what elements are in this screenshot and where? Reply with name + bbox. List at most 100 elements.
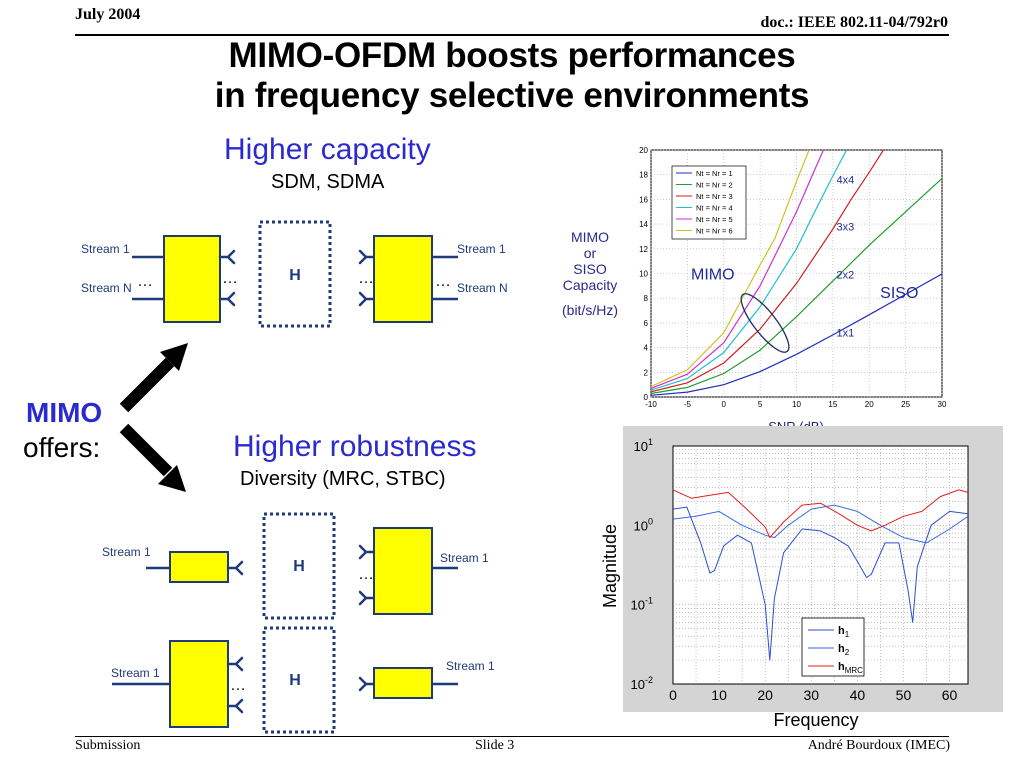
magnitude-ticks: 0 10 20 30 40 50 60 101 100 10-1 10-2	[631, 437, 958, 703]
sdm-diagram: … … H … … Stream 1 Stream N Stream 1 Str…	[81, 220, 508, 328]
robustness-subheading: Diversity (MRC, STBC)	[240, 468, 446, 490]
magnitude-legend-label: hMRC	[838, 661, 863, 675]
arrow-down-icon	[119, 423, 186, 492]
footer-slide-number: Slide 3	[475, 738, 515, 753]
capacity-ytick-label: 18	[639, 171, 648, 180]
magnitude-ylabel: Magnitude	[600, 524, 620, 608]
axis-desc-line-1: MIMO	[570, 229, 610, 245]
capacity-annotation: 4x4	[837, 174, 855, 186]
channel-label-sdm: H	[289, 267, 301, 284]
axis-desc-line-4: Capacity	[562, 277, 618, 293]
magnitude-ytick-label: 100	[634, 516, 653, 533]
magnitude-series-line-3	[673, 489, 968, 539]
capacity-ytick-label: 10	[639, 270, 648, 279]
capacity-legend: Nt = Nr = 1 Nt = Nr = 2 Nt = Nr = 3 Nt = Nr…	[671, 165, 747, 240]
capacity-legend-label: Nt = Nr = 5	[696, 215, 733, 224]
magnitude-series	[673, 489, 968, 661]
footer-rule	[75, 736, 949, 737]
arrow-up-icon	[119, 343, 188, 413]
tx-input-dots: …	[137, 273, 153, 290]
mrc-tx-antenna-icon	[226, 560, 244, 576]
mimo-label: MIMO	[26, 397, 103, 428]
mrc-diagram: H … Stream 1 Stream 1	[102, 512, 489, 620]
tx-block-sdm	[163, 235, 221, 323]
capacity-legend-label: Nt = Nr = 6	[696, 227, 733, 236]
mrc-rx-antenna-1-icon	[358, 544, 376, 560]
magnitude-xtick-label: 30	[803, 687, 819, 703]
capacity-xtick-label: 30	[938, 400, 947, 409]
magnitude-xtick-label: 20	[757, 687, 773, 703]
capacity-series-line-3	[651, 150, 885, 393]
axis-desc-line-2: or	[583, 245, 597, 261]
capacity-chart: -10 -5 0 5 10 15 20 25 30 0 2 4 6 8 10 12 14 16 18 20 Nt = …	[639, 146, 947, 434]
robustness-heading: Higher robustness	[233, 430, 477, 463]
capacity-xtick-label: 5	[758, 400, 763, 409]
capacity-xtick-label: 25	[901, 400, 910, 409]
capacity-series-line-2	[651, 177, 942, 395]
capacity-legend-box	[671, 165, 747, 240]
capacity-annotation: 3x3	[837, 221, 855, 233]
rx-antenna-1-icon	[358, 249, 376, 265]
magnitude-series-line-1	[673, 506, 968, 661]
capacity-series-line-1	[651, 273, 942, 396]
stbc-diagram: … H Stream 1 Stream 1	[111, 626, 495, 734]
magnitude-xtick-label: 50	[896, 687, 912, 703]
capacity-series	[651, 150, 942, 396]
sdm-rx-stream-n-label: Stream N	[457, 281, 508, 295]
mrc-rx-stream-label: Stream 1	[440, 551, 489, 565]
mimo-siso-ellipse	[740, 293, 790, 353]
tx-antenna-dots: …	[222, 270, 238, 287]
magnitude-legend-label: h2	[838, 643, 850, 657]
rx-antenna-n-icon	[358, 291, 376, 307]
capacity-ytick-label: 2	[644, 368, 649, 377]
capacity-series-line-6	[651, 150, 810, 388]
capacity-annotation: 2x2	[837, 269, 855, 281]
capacity-ytick-label: 0	[644, 393, 649, 402]
rx-output-dots: …	[435, 273, 451, 290]
capacity-legend-label: Nt = Nr = 2	[696, 181, 733, 190]
mrc-tx-stream-label: Stream 1	[102, 545, 151, 559]
sdm-tx-stream-n-label: Stream N	[81, 281, 132, 295]
capacity-ytick-label: 4	[644, 344, 649, 353]
magnitude-legend-label: h1	[838, 625, 850, 639]
header-date: July 2004	[75, 6, 141, 23]
capacity-series-line-4	[651, 150, 848, 391]
capacity-heading: Higher capacity	[224, 133, 431, 166]
axis-desc-units: (bit/s/Hz)	[562, 302, 618, 318]
capacity-ytick-label: 14	[639, 220, 648, 229]
stbc-tx-dots: …	[230, 677, 246, 694]
capacity-xtick-label: -5	[684, 400, 692, 409]
slide-title-line-1: MIMO-OFDM boosts performances	[228, 36, 796, 75]
channel-box-stbc	[262, 626, 336, 734]
magnitude-xtick-label: 10	[711, 687, 727, 703]
capacity-xtick-label: 0	[722, 400, 727, 409]
mrc-rx-antenna-2-icon	[358, 590, 376, 606]
magnitude-xtick-label: 60	[942, 687, 958, 703]
slide-title: MIMO-OFDM boosts performances in frequen…	[0, 36, 1024, 116]
sdm-tx-stream-1-label: Stream 1	[81, 242, 130, 256]
header-rule	[75, 34, 949, 36]
channel-label-mrc: H	[293, 558, 305, 575]
channel-box-sdm	[258, 220, 332, 328]
magnitude-ytick-label: 10-2	[631, 675, 653, 692]
rx-antenna-dots: …	[358, 270, 374, 287]
stbc-tx-antenna-2-icon	[226, 698, 244, 714]
capacity-ytick-label: 20	[639, 146, 648, 155]
magnitude-legend: h1 h2 hMRC	[801, 617, 865, 677]
axis-desc-line-3: SISO	[573, 261, 607, 277]
capacity-annotation: SISO	[880, 285, 918, 302]
capacity-ticks: -10 -5 0 5 10 15 20 25 30 0 2 4 6 8 10 12 14 16 18 20	[639, 146, 947, 409]
stbc-tx-antenna-1-icon	[226, 656, 244, 672]
offers-label: offers:	[23, 432, 101, 463]
footer-submission: Submission	[75, 738, 141, 753]
capacity-xtick-label: 10	[792, 400, 801, 409]
capacity-legend-label: Nt = Nr = 3	[696, 192, 733, 201]
capacity-annotation: MIMO	[691, 267, 735, 284]
stbc-rx-block	[373, 667, 433, 699]
capacity-annotation: 1x1	[837, 327, 855, 339]
capacity-subheading: SDM, SDMA	[271, 171, 385, 193]
magnitude-xtick-label: 0	[669, 687, 677, 703]
capacity-xtick-label: 15	[828, 400, 837, 409]
stbc-rx-antenna-icon	[358, 676, 376, 692]
